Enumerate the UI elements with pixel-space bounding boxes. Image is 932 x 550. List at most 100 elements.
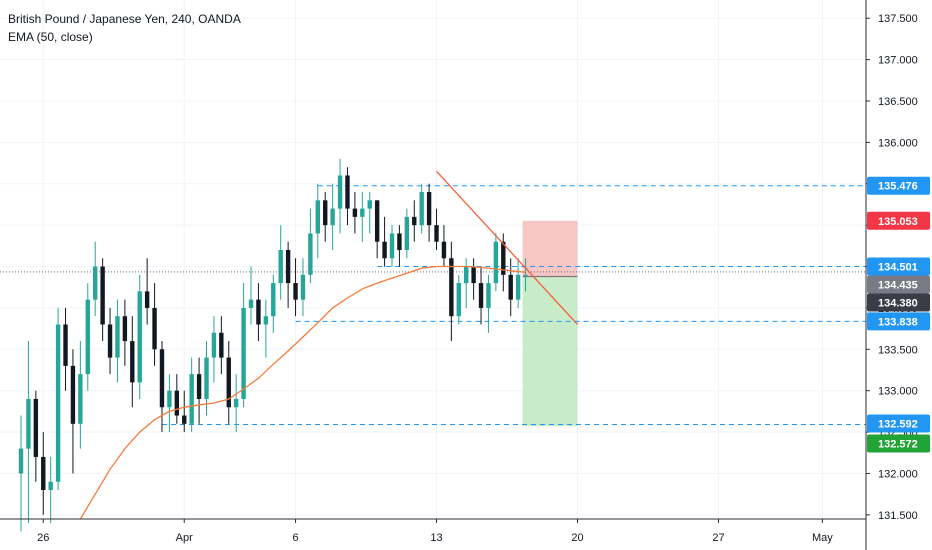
time-tick-label: 27 bbox=[712, 532, 724, 544]
time-tick-label: 20 bbox=[571, 532, 583, 544]
candle-body bbox=[63, 324, 68, 366]
candle-body bbox=[345, 175, 350, 209]
candle-body bbox=[434, 225, 439, 242]
candle-body bbox=[508, 274, 513, 300]
candle-body bbox=[523, 274, 528, 276]
candle-body bbox=[18, 448, 24, 474]
candle-body bbox=[189, 374, 194, 424]
candle-body bbox=[389, 233, 395, 259]
candle-body bbox=[330, 208, 335, 226]
candle-body bbox=[360, 208, 365, 217]
candle-body bbox=[323, 200, 328, 226]
candle-body bbox=[204, 357, 209, 399]
symbol-title[interactable]: British Pound / Japanese Yen, 240, OANDA bbox=[8, 12, 241, 26]
candle-body bbox=[382, 241, 387, 259]
candle-body bbox=[167, 390, 172, 408]
price-badge-last-price bbox=[867, 275, 930, 294]
price-tick-label: 133.000 bbox=[878, 386, 918, 398]
price-badge-support-low bbox=[867, 414, 930, 433]
candle-body bbox=[256, 299, 261, 325]
candle-body bbox=[449, 258, 454, 317]
time-tick-label: Apr bbox=[176, 532, 193, 544]
candle-body bbox=[93, 266, 98, 300]
price-badge-entry-zone-top bbox=[867, 257, 930, 276]
price-tick-label: 136.500 bbox=[878, 96, 918, 108]
price-tick-label: 133.500 bbox=[878, 344, 918, 356]
price-badge-label: 134.501 bbox=[878, 261, 918, 273]
candle-body bbox=[367, 200, 372, 209]
price-badge-entry bbox=[867, 293, 930, 312]
candle-body bbox=[263, 316, 269, 325]
price-badge-label: 134.435 bbox=[878, 279, 918, 291]
price-badge-label: 135.053 bbox=[878, 216, 918, 228]
time-axis[interactable]: 26 Apr 6 13 20 27 May bbox=[0, 518, 866, 544]
price-badge-label: 135.476 bbox=[878, 181, 918, 193]
candle-body bbox=[478, 283, 484, 308]
candle-body bbox=[107, 324, 113, 358]
candle-body bbox=[412, 216, 417, 226]
candle-body bbox=[226, 357, 231, 408]
price-tick-label: 132.000 bbox=[878, 468, 918, 480]
candle-body bbox=[137, 291, 142, 383]
price-tick-label: 136.000 bbox=[878, 137, 918, 149]
candle-body bbox=[374, 200, 380, 242]
grid-lines bbox=[0, 0, 866, 519]
candle-body bbox=[419, 192, 424, 226]
indicator-label[interactable]: EMA (50, close) bbox=[8, 30, 93, 44]
candle-body bbox=[152, 307, 157, 350]
candle-body bbox=[130, 341, 135, 383]
candle-body bbox=[159, 349, 165, 408]
candle-body bbox=[196, 374, 202, 399]
candle-body bbox=[278, 249, 283, 284]
candle-body bbox=[300, 274, 306, 300]
price-badge-label: 134.380 bbox=[878, 297, 918, 309]
candle-body bbox=[78, 374, 83, 424]
candle-body bbox=[501, 241, 506, 275]
time-tick-label: 13 bbox=[430, 532, 442, 544]
price-tick-label: 137.500 bbox=[878, 13, 918, 25]
candle-body bbox=[233, 398, 239, 408]
candle-body bbox=[248, 299, 254, 308]
price-badge-target bbox=[867, 434, 930, 453]
price-badges: 135.476 135.053 134.501 134.435 134.380 133.8… bbox=[867, 176, 930, 453]
candle-body bbox=[471, 266, 476, 284]
candle-body bbox=[241, 307, 246, 399]
candle-body bbox=[41, 456, 46, 491]
candle-body bbox=[285, 249, 291, 284]
time-tick-label: May bbox=[812, 532, 833, 544]
candle-body bbox=[308, 233, 313, 275]
ema-50-line bbox=[79, 265, 526, 520]
price-badge-label: 132.592 bbox=[878, 418, 918, 430]
candle-body bbox=[211, 332, 217, 358]
price-tick-label: 131.500 bbox=[878, 510, 918, 522]
candle-body bbox=[456, 283, 461, 317]
candlestick-series bbox=[18, 158, 528, 532]
candle-body bbox=[100, 266, 105, 325]
price-badge-resistance bbox=[867, 176, 930, 195]
candle-body bbox=[315, 200, 320, 234]
candle-body bbox=[293, 283, 298, 300]
time-tick-label: 26 bbox=[37, 532, 49, 544]
price-badge-label: 132.572 bbox=[878, 438, 918, 450]
candle-body bbox=[486, 283, 491, 308]
time-tick-label: 6 bbox=[292, 532, 298, 544]
price-tick-label: 137.000 bbox=[878, 55, 918, 67]
candle-body bbox=[352, 208, 358, 217]
candle-body bbox=[33, 398, 39, 457]
candle-body bbox=[70, 365, 76, 424]
candle-body bbox=[441, 241, 447, 259]
candle-body bbox=[337, 175, 343, 209]
candle-body bbox=[426, 192, 432, 226]
price-badge-label: 133.838 bbox=[878, 316, 918, 328]
position-zones[interactable] bbox=[522, 220, 578, 427]
trendline[interactable] bbox=[436, 170, 578, 325]
candle-body bbox=[397, 233, 402, 250]
descending-trendline bbox=[436, 170, 578, 325]
candle-body bbox=[219, 332, 224, 358]
price-levels bbox=[0, 185, 866, 425]
candle-body bbox=[55, 324, 61, 482]
candle-body bbox=[144, 291, 150, 308]
candle-body bbox=[515, 274, 521, 300]
candle-body bbox=[174, 390, 180, 416]
